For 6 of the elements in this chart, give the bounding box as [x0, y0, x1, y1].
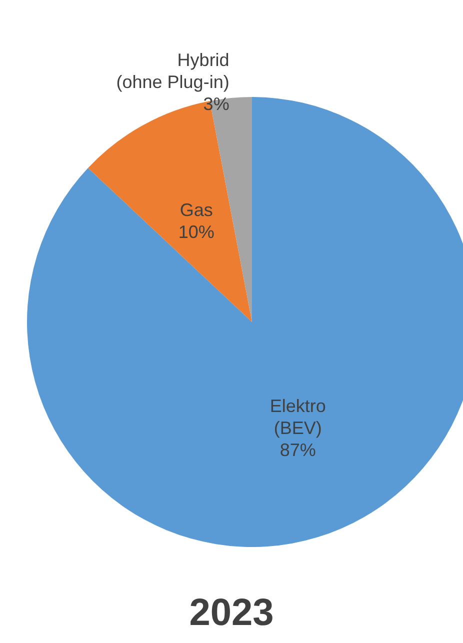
data-label: 87% — [280, 440, 316, 460]
text: 2023 — [189, 592, 274, 634]
slice-label: Elektro (BEV) — [270, 396, 326, 438]
slice-label: Hybrid (ohne Plug-in) — [116, 50, 230, 92]
data-label: 10% — [178, 222, 214, 242]
slice-label: Gas — [180, 200, 213, 220]
